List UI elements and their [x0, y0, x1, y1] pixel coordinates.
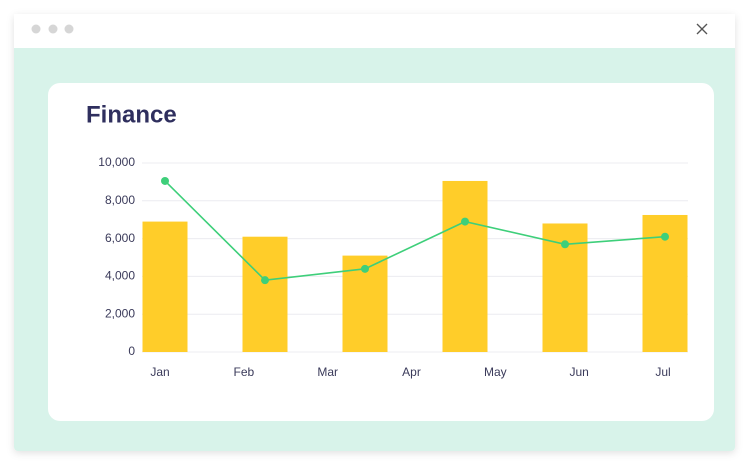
close-button[interactable] [696, 23, 708, 35]
y-tick-label: 4,000 [105, 269, 135, 283]
chart-title: Finance [86, 101, 177, 128]
x-tick-label: Mar [317, 365, 338, 379]
bar [442, 180, 488, 352]
window-dot [64, 24, 74, 34]
bar [142, 221, 188, 352]
window-dot [31, 24, 41, 34]
y-tick-label: 0 [128, 344, 135, 358]
x-tick-label: May [484, 365, 507, 379]
bar [242, 236, 288, 352]
window-dot [48, 24, 58, 34]
line-point [561, 240, 569, 249]
y-tick-label: 10,000 [98, 155, 135, 169]
y-tick-label: 8,000 [105, 193, 135, 207]
line-point [361, 264, 369, 273]
line-point [161, 176, 169, 185]
line [164, 180, 666, 282]
x-tick-label: Apr [402, 365, 421, 379]
plot: 0 2,000 4,000 6,000 8,000 10,000 Jan Feb Mar Apr M… [98, 155, 688, 379]
x-tick-label: Jan [150, 365, 169, 379]
x-tick-label: Jul [655, 365, 670, 379]
line-point [261, 276, 269, 285]
x-tick-label: Jun [569, 365, 588, 379]
x-tick-label: Feb [233, 365, 254, 379]
line-point [461, 217, 469, 226]
line-point [661, 232, 669, 241]
y-tick-label: 2,000 [105, 306, 135, 320]
title-bar [14, 14, 735, 48]
y-tick-label: 6,000 [105, 231, 135, 245]
